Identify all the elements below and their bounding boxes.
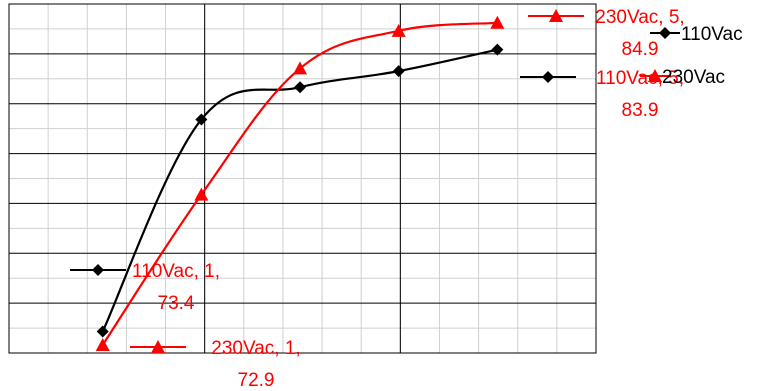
- data-point-110vac-2: [195, 113, 208, 126]
- data-label-text-line2: 83.9: [622, 100, 659, 121]
- data-point-230vac-3: [293, 61, 308, 75]
- series-line-110vac: [101, 48, 498, 332]
- data-label-0: 110Vac, 1, 73.4: [70, 261, 220, 314]
- data-point-110vac-1: [96, 325, 109, 338]
- data-point-230vac-5: [490, 15, 505, 29]
- legend: 110Vac 230Vac: [640, 24, 743, 88]
- plot-area-border: [8, 3, 597, 354]
- legend-label-110vac: 110Vac: [681, 24, 743, 45]
- data-point-230vac-1: [95, 337, 110, 351]
- data-label-text-line2: 84.9: [622, 39, 659, 60]
- legend-item-230vac: 230Vac: [640, 67, 725, 88]
- data-point-110vac-4: [392, 65, 405, 78]
- data-label-1: 110Vac, 5, 83.9: [520, 68, 684, 121]
- series-layer: [95, 15, 505, 351]
- series-110vac: [96, 43, 504, 338]
- data-label-text-line2: 73.4: [158, 293, 195, 314]
- legend-marker-triangle: [648, 69, 662, 82]
- data-label-2: 230Vac, 1, 72.9: [130, 338, 301, 391]
- data-label-text-line1: 110Vac, 1,: [132, 261, 220, 282]
- series-line-230vac: [101, 21, 498, 346]
- data-label-text-line1: 230Vac, 1,: [211, 338, 300, 359]
- data-point-230vac-2: [194, 187, 209, 201]
- data-label-3: 230Vac, 5, 84.9: [528, 7, 685, 60]
- data-label-text-line2: 72.9: [238, 370, 275, 391]
- legend-marker-diamond: [659, 27, 671, 39]
- legend-item-110vac: 110Vac: [650, 24, 743, 45]
- data-label-marker: [542, 71, 554, 83]
- data-point-110vac-5: [491, 43, 504, 56]
- legend-label-230vac: 230Vac: [662, 67, 725, 88]
- data-label-marker: [92, 264, 104, 276]
- data-label-marker: [151, 340, 165, 353]
- data-point-110vac-3: [294, 81, 307, 94]
- data-label-text-line1: 110Vac, 5,: [596, 68, 684, 89]
- data-label-marker: [549, 9, 563, 22]
- data-label-text-line1: 230Vac, 5,: [595, 7, 684, 28]
- data-point-230vac-4: [391, 23, 406, 37]
- data-label-layer: 110Vac, 1, 73.4 110Vac, 5, 83.9 230Vac, 1, 72…: [70, 7, 685, 391]
- minor-gridlines: [9, 4, 596, 353]
- major-gridlines: [9, 4, 596, 353]
- series-230vac: [95, 15, 505, 351]
